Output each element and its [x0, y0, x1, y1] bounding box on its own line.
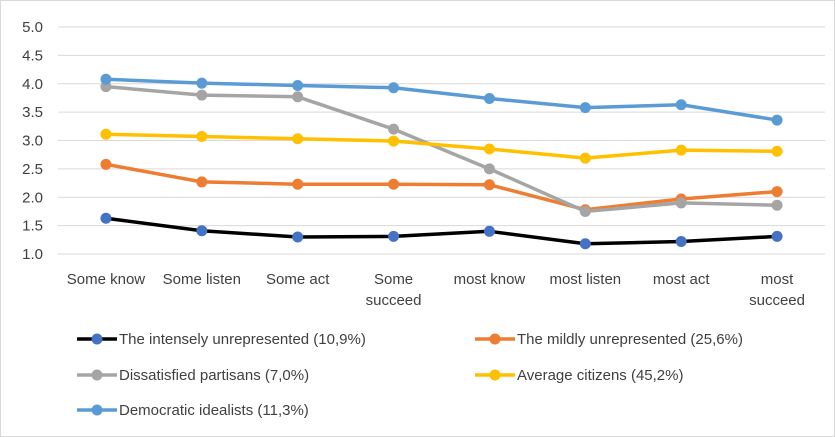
- data-point: [196, 89, 208, 101]
- legend-label: Dissatisfied partisans (7,0%): [119, 367, 309, 384]
- series-group: [100, 73, 783, 250]
- data-point: [196, 77, 208, 89]
- data-point: [579, 102, 591, 114]
- y-tick-label: 4.0: [22, 76, 43, 93]
- y-tick-label: 4.5: [22, 47, 43, 64]
- x-tick-label: Some know: [67, 271, 146, 288]
- data-point: [388, 230, 400, 242]
- data-point: [675, 236, 687, 248]
- y-tick-label: 5.0: [22, 19, 43, 36]
- series-0: [100, 212, 783, 250]
- legend-item: Democratic idealists (11,3%): [77, 402, 309, 419]
- data-point: [388, 178, 400, 190]
- data-point: [292, 133, 304, 145]
- data-point: [100, 128, 112, 140]
- data-point: [388, 82, 400, 94]
- data-point: [771, 145, 783, 157]
- data-point: [196, 131, 208, 143]
- legend-marker: [91, 404, 103, 416]
- data-point: [483, 225, 495, 237]
- data-point: [100, 212, 112, 224]
- x-tick-label: most succeed: [749, 271, 805, 309]
- gridlines: [58, 26, 825, 255]
- legend-label: Average citizens (45,2%): [517, 367, 683, 384]
- y-axis-ticks: 5.0 4.5 4.0 3.5 3.0 2.5 2.0 1.5 1.0: [22, 19, 43, 263]
- x-axis-ticks: Some know Some listen Some act Some succeed m…: [67, 271, 805, 309]
- series-line: [104, 162, 779, 212]
- data-point: [675, 99, 687, 111]
- y-tick-label: 1.0: [22, 246, 43, 263]
- data-point: [483, 163, 495, 175]
- y-tick-label: 2.5: [22, 161, 43, 178]
- y-tick-label: 2.0: [22, 189, 43, 206]
- x-tick-label: Some succeed: [366, 271, 422, 309]
- series-4: [100, 73, 783, 126]
- data-point: [388, 135, 400, 147]
- data-point: [675, 144, 687, 156]
- data-point: [675, 197, 687, 209]
- data-point: [483, 93, 495, 105]
- data-point: [771, 186, 783, 198]
- data-point: [292, 178, 304, 190]
- data-point: [483, 179, 495, 191]
- data-point: [292, 79, 304, 91]
- legend-marker: [489, 369, 501, 381]
- data-point: [100, 73, 112, 85]
- data-point: [196, 225, 208, 237]
- legend-marker: [91, 333, 103, 345]
- data-point: [771, 199, 783, 211]
- legend-item: The mildly unrepresented (25,6%): [475, 331, 743, 348]
- y-tick-label: 3.5: [22, 104, 43, 121]
- data-point: [196, 176, 208, 188]
- x-tick-label: most listen: [549, 271, 621, 288]
- legend-item: Average citizens (45,2%): [475, 367, 683, 384]
- series-line: [104, 216, 779, 246]
- legend-item: The intensely unrepresented (10,9%): [77, 331, 366, 348]
- data-point: [771, 114, 783, 126]
- series-line: [104, 132, 779, 160]
- series-3: [100, 128, 783, 164]
- data-point: [292, 231, 304, 243]
- data-point: [388, 123, 400, 135]
- data-point: [579, 205, 591, 217]
- x-tick-label: Some act: [266, 271, 330, 288]
- legend-marker: [91, 369, 103, 381]
- data-point: [100, 158, 112, 170]
- series-line: [104, 84, 779, 214]
- x-tick-label: most know: [454, 271, 526, 288]
- y-tick-label: 1.5: [22, 218, 43, 235]
- legend-label: The mildly unrepresented (25,6%): [517, 331, 743, 348]
- data-point: [579, 152, 591, 164]
- y-tick-label: 3.0: [22, 133, 43, 150]
- data-point: [579, 238, 591, 250]
- legend: The intensely unrepresented (10,9%) The m…: [77, 331, 743, 419]
- data-point: [483, 143, 495, 155]
- x-tick-label: most act: [653, 271, 711, 288]
- legend-label: The intensely unrepresented (10,9%): [119, 331, 366, 348]
- legend-label: Democratic idealists (11,3%): [119, 402, 309, 419]
- data-point: [292, 91, 304, 103]
- legend-marker: [489, 333, 501, 345]
- data-point: [771, 230, 783, 242]
- x-tick-label: Some listen: [163, 271, 241, 288]
- series-line: [104, 77, 779, 122]
- legend-item: Dissatisfied partisans (7,0%): [77, 367, 309, 384]
